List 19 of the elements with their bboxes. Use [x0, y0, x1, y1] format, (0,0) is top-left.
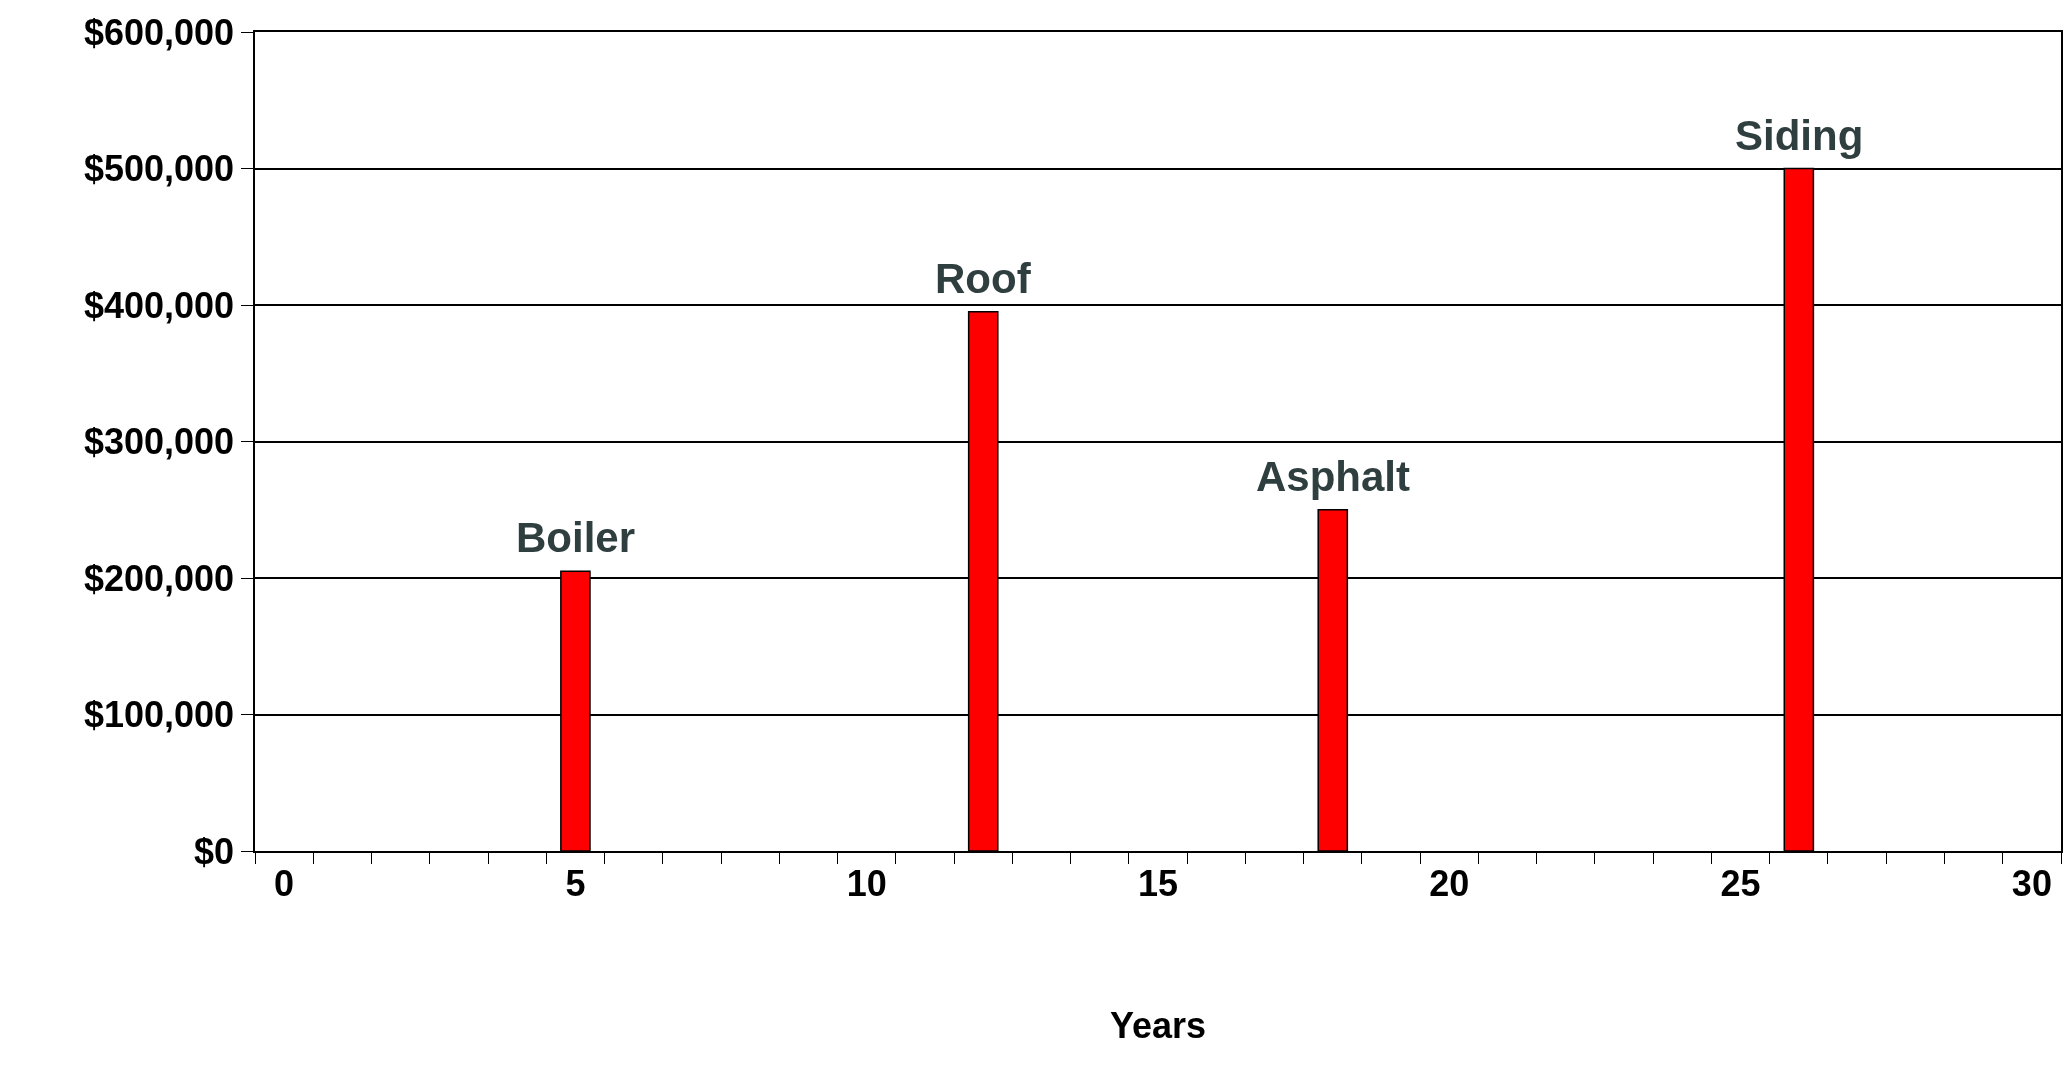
y-tick-label: $300,000 [83, 421, 235, 463]
y-tick-label: $100,000 [83, 694, 235, 736]
x-tick-label: 30 [2011, 862, 2052, 904]
x-tick-label: 15 [1137, 862, 1179, 904]
annotation: Roof [935, 255, 1032, 302]
annotation: Siding [1735, 112, 1864, 159]
x-tick-label: 0 [274, 862, 295, 904]
annotation: Asphalt [1256, 453, 1411, 500]
x-tick-label: 20 [1429, 862, 1470, 904]
x-axis-title: Years [1109, 1005, 1207, 1047]
y-tick-label: $0 [194, 830, 235, 872]
y-tick-label: $400,000 [83, 284, 235, 326]
x-tick-label: 10 [846, 862, 887, 904]
annotation: Boiler [516, 514, 636, 561]
x-tick-label: 25 [1720, 862, 1761, 904]
y-tick-label: $500,000 [83, 148, 235, 190]
y-tick-label: $600,000 [83, 11, 235, 53]
x-tick-label: 5 [565, 862, 586, 904]
y-tick-label: $200,000 [83, 557, 235, 599]
